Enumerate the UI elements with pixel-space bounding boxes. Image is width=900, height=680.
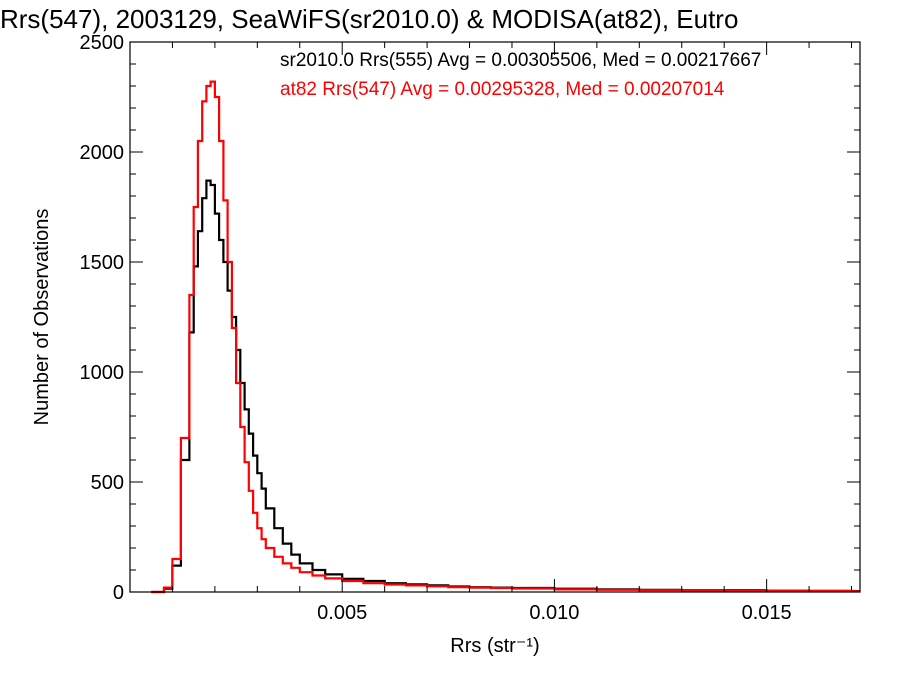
stats-annotation-at82: at82 Rrs(547) Avg = 0.00295328, Med = 0.… [280, 79, 725, 100]
plot-frame [129, 41, 861, 593]
y-tick-label: 0 [113, 582, 124, 604]
x-tick-label: 0.015 [742, 602, 792, 624]
y-tick-label: 1000 [80, 362, 125, 384]
chart-title: Rrs(547), 2003129, SeaWiFS(sr2010.0) & M… [0, 4, 738, 34]
y-tick-label: 2000 [80, 142, 125, 164]
y-axis-label: Number of Observations [31, 209, 53, 426]
y-tick-label: 500 [91, 472, 124, 494]
x-tick-label: 0.010 [529, 602, 579, 624]
y-tick-label: 1500 [80, 252, 125, 274]
x-axis-label: Rrs (str⁻¹) [450, 635, 539, 657]
x-tick-label: 0.005 [317, 602, 367, 624]
stats-annotation-sr2010: sr2010.0 Rrs(555) Avg = 0.00305506, Med … [280, 50, 761, 71]
y-tick-label: 2500 [80, 32, 125, 54]
